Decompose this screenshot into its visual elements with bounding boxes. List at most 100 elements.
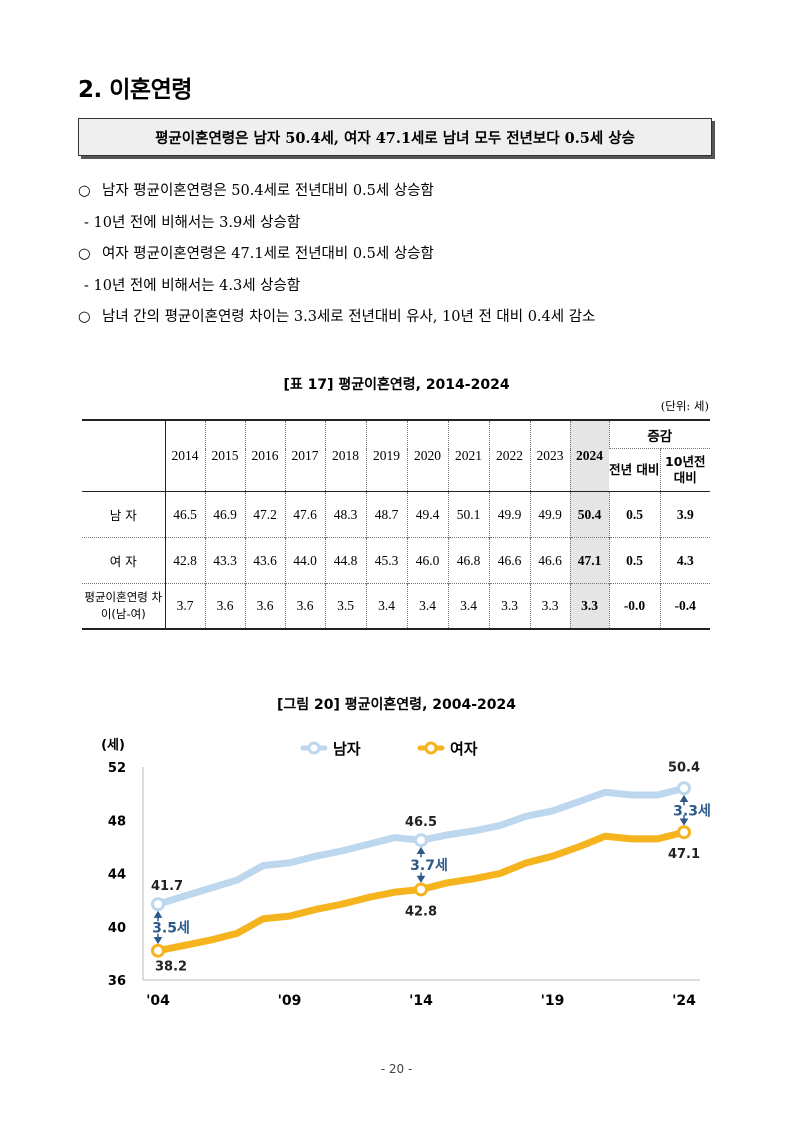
summary-box: 평균이혼연령은 남자 50.4세, 여자 47.1세로 남녀 모두 전년보다 0… [78, 118, 712, 156]
data-point-female [151, 943, 165, 958]
gap-label: 3.5세 [152, 920, 190, 936]
table-cell: 46.5 [164, 491, 205, 538]
bullet-text: 남녀 간의 평균이혼연령 차이는 3.3세로 전년대비 유사, 10년 전 대비… [102, 309, 596, 325]
table-cell-change: -0.4 [659, 583, 710, 629]
page-number: - 20 - [380, 1062, 413, 1076]
table-cell: 3.6 [244, 583, 285, 629]
table-cell: 49.9 [488, 491, 530, 538]
table-cell: 3.4 [406, 583, 448, 629]
year-header: 2022 [488, 419, 530, 492]
table-cell: 3.3 [529, 583, 570, 629]
table-cell: 42.8 [164, 537, 205, 584]
year-header: 2018 [324, 419, 366, 492]
data-label-male: 50.4 [668, 760, 700, 775]
table-cell-current: 50.4 [569, 491, 609, 538]
year-header: 2021 [447, 419, 489, 492]
table-cell: 46.9 [204, 491, 245, 538]
table-corner [82, 419, 166, 492]
data-point-female [677, 825, 691, 840]
table-cell: 3.7 [164, 583, 205, 629]
divorce-age-table: 2014 2015 2016 2017 2018 2019 2020 2021 … [82, 419, 710, 630]
data-label-male: 46.5 [405, 815, 437, 830]
gap-arrow-up [679, 794, 689, 806]
table-row-female: 여 자 42.8 43.3 43.6 44.0 44.8 45.3 46.0 4… [82, 537, 710, 584]
y-tick-label: 40 [108, 921, 126, 936]
table-cell: 49.9 [529, 491, 570, 538]
data-point-female [414, 882, 428, 897]
section-title: 2. 이혼연령 [78, 77, 192, 103]
data-point-male [677, 781, 691, 796]
table-cell-change: 4.3 [659, 537, 710, 584]
data-label-male: 41.7 [151, 879, 183, 894]
gap-label: 3.3세 [673, 803, 711, 819]
bullet-marker: ○ [78, 246, 91, 262]
y-tick-label: 48 [108, 814, 126, 829]
table-cell: 46.0 [406, 537, 448, 584]
table-cell: 45.3 [365, 537, 407, 584]
data-label-female: 38.2 [155, 960, 187, 975]
table-cell: 3.4 [365, 583, 407, 629]
table-cell: 3.5 [324, 583, 366, 629]
table-cell-change: 3.9 [659, 491, 710, 538]
bullet-item: ○ 남녀 간의 평균이혼연령 차이는 3.3세로 전년대비 유사, 10년 전 대… [78, 303, 728, 335]
bullet-text: 남자 평균이혼연령은 50.4세로 전년대비 0.5세 상승함 [102, 183, 434, 199]
table-cell: 47.6 [284, 491, 325, 538]
table-cell: 50.1 [447, 491, 489, 538]
table-cell: 43.3 [204, 537, 245, 584]
table-cell-current: 3.3 [569, 583, 609, 629]
row-label: 여 자 [82, 537, 166, 584]
table-cell-change: -0.0 [608, 583, 660, 629]
year-header: 2016 [244, 419, 285, 492]
y-tick-label: 44 [108, 868, 126, 883]
table-cell: 3.3 [488, 583, 530, 629]
data-label-female: 47.1 [668, 847, 700, 862]
gap-arrow-up [416, 846, 426, 858]
table-cell-current: 47.1 [569, 537, 609, 584]
table-cell-change: 0.5 [608, 537, 660, 584]
year-header: 2017 [284, 419, 325, 492]
year-header-current: 2024 [569, 419, 609, 492]
bullet-list: ○ 남자 평균이혼연령은 50.4세로 전년대비 0.5세 상승함 - 10년 전… [78, 177, 728, 335]
table-cell: 48.3 [324, 491, 366, 538]
table-cell: 43.6 [244, 537, 285, 584]
x-tick-label: '14 [409, 993, 433, 1009]
year-header: 2023 [529, 419, 570, 492]
data-point-male [151, 897, 165, 912]
bullet-subitem: - 10년 전에 비해서는 3.9세 상승함 [84, 215, 301, 231]
x-tick-label: '24 [672, 993, 696, 1009]
row-label: 남 자 [82, 491, 166, 538]
data-label-female: 42.8 [405, 904, 437, 919]
gap-arrow-down [416, 872, 426, 883]
year-header: 2020 [406, 419, 448, 492]
y-tick-label: 36 [108, 974, 126, 989]
bullet-text: 여자 평균이혼연령은 47.1세로 전년대비 0.5세 상승함 [102, 246, 434, 262]
table-cell: 3.6 [204, 583, 245, 629]
table-cell: 49.4 [406, 491, 448, 538]
x-tick-label: '19 [541, 993, 565, 1009]
table-caption: [표 17] 평균이혼연령, 2014-2024 [283, 377, 510, 393]
divorce-age-line-chart: (세) 36 40 44 48 52 '04 '09 '14 '19 '24 남자 여자 41.7 46.5… [101, 738, 711, 1009]
bullet-marker: ○ [78, 183, 91, 199]
table-cell: 48.7 [365, 491, 407, 538]
bullet-item: ○ 남자 평균이혼연령은 50.4세로 전년대비 0.5세 상승함 [78, 177, 728, 209]
gap-arrow-up [153, 910, 163, 922]
legend-label-female: 여자 [450, 740, 478, 758]
table-row-male: 남 자 46.5 46.9 47.2 47.6 48.3 48.7 49.4 5… [82, 491, 710, 538]
gap-arrow-down [153, 933, 163, 945]
x-tick-label: '09 [278, 993, 302, 1009]
bullet-marker: ○ [78, 309, 91, 325]
legend-marker-male [307, 741, 321, 755]
table-unit: (단위: 세) [660, 399, 709, 413]
row-label: 평균이혼연령 차이(남-여) [82, 583, 166, 629]
table-cell: 3.6 [284, 583, 325, 629]
table-cell: 44.8 [324, 537, 366, 584]
y-tick-label: 52 [108, 761, 126, 776]
chart-caption: [그림 20] 평균이혼연령, 2004-2024 [277, 697, 516, 713]
bullet-subitem: - 10년 전에 비해서는 4.3세 상승함 [84, 278, 301, 294]
year-header: 2014 [164, 419, 205, 492]
table-cell: 3.4 [447, 583, 489, 629]
table-cell: 46.6 [529, 537, 570, 584]
y-axis-label: (세) [101, 738, 125, 753]
year-header: 2015 [204, 419, 245, 492]
legend-marker-female [424, 741, 438, 755]
